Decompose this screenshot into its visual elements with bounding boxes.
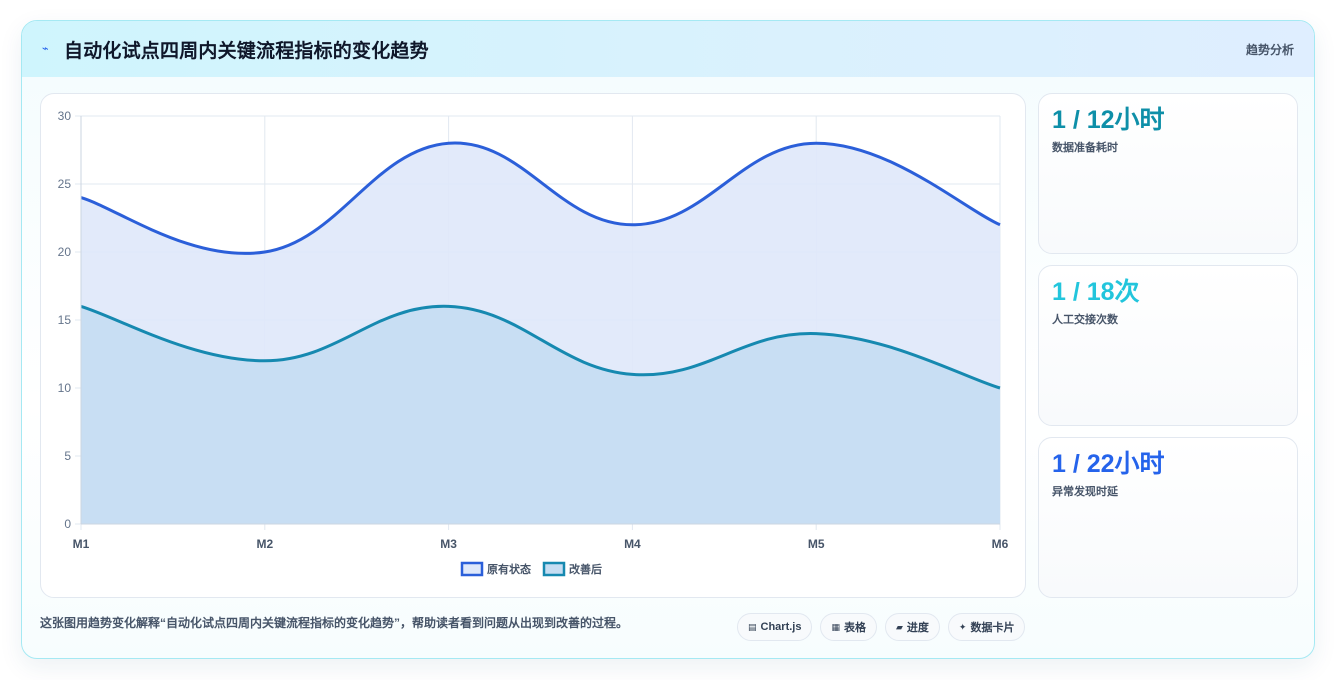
progress-icon: ▰: [896, 621, 903, 632]
pill-data-card[interactable]: ✦ 数据卡片: [947, 613, 1026, 641]
stat-card-latency: 1 / 22小时 异常发现时延: [1038, 437, 1298, 598]
series-area-1: [81, 306, 1000, 524]
series-line-1: [80, 304, 1001, 390]
y-tick-label: 0: [64, 517, 71, 531]
stat-label: 数据准备耗时: [1052, 142, 1118, 154]
chart-caption: 这张图用趋势变化解释“自动化试点四周内关键流程指标的变化趋势”，帮助读者看到问题…: [40, 616, 629, 630]
x-tick-label: M5: [808, 537, 825, 551]
stat-label: 人工交接次数: [1052, 314, 1118, 326]
pill-label: 进度: [906, 622, 929, 634]
tag-pills: ▤ Chart.js ▦ 表格 ▰ 进度 ✦ 数据卡片: [737, 613, 1026, 641]
chart-icon: ▤: [748, 621, 757, 632]
x-tick-label: M6: [992, 537, 1009, 551]
stat-value: 1 / 22小时: [1052, 450, 1165, 478]
stat-label: 异常发现时延: [1052, 486, 1118, 498]
x-tick-label: M1: [73, 537, 90, 551]
y-tick-label: 10: [58, 381, 72, 395]
y-tick-label: 5: [64, 449, 71, 463]
y-tick-label: 20: [58, 245, 72, 259]
x-tick-label: M4: [624, 537, 641, 551]
chart-panel: 0 5 10 15 20 25 30 M1 M2 M3 M4 M5 M6 原有状态 改善后: [40, 93, 1026, 598]
x-tick-label: M3: [440, 537, 457, 551]
lightning-icon: ⌁: [42, 43, 49, 55]
stat-card-prep-time: 1 / 12小时 数据准备耗时: [1038, 93, 1298, 254]
legend-swatch-0: [460, 561, 484, 577]
stat-value: 1 / 18次: [1052, 278, 1140, 306]
trend-card: ⌁ 自动化试点四周内关键流程指标的变化趋势 趋势分析 0 5 10 15 20 25 30 M…: [21, 20, 1315, 659]
series-line-0: [80, 141, 1001, 255]
legend-swatch-1: [542, 561, 566, 577]
pill-chartjs[interactable]: ▤ Chart.js: [737, 613, 813, 641]
pill-progress[interactable]: ▰ 进度: [885, 613, 940, 641]
stat-value: 1 / 12小时: [1052, 106, 1165, 134]
y-tick-label: 30: [58, 109, 72, 123]
stat-card-handoffs: 1 / 18次 人工交接次数: [1038, 265, 1298, 426]
sparkle-icon: ✦: [958, 621, 967, 632]
pill-label: Chart.js: [760, 621, 802, 633]
legend-label-0: 原有状态: [487, 562, 531, 576]
pill-label: 数据卡片: [970, 622, 1015, 634]
trend-chart: 0 5 10 15 20 25 30 M1 M2 M3 M4 M5 M6 原有状态 改善后: [58, 109, 1009, 577]
legend-label-1: 改善后: [569, 562, 602, 576]
pill-table[interactable]: ▦ 表格: [820, 613, 877, 641]
page-title: 自动化试点四周内关键流程指标的变化趋势: [64, 41, 429, 62]
x-tick-label: M2: [256, 537, 273, 551]
y-tick-label: 25: [58, 177, 72, 191]
pill-label: 表格: [844, 622, 866, 634]
table-icon: ▦: [831, 621, 840, 632]
card-header: ⌁ 自动化试点四周内关键流程指标的变化趋势 趋势分析: [22, 21, 1314, 77]
y-tick-label: 15: [58, 313, 72, 327]
header-tag: 趋势分析: [1245, 43, 1294, 57]
